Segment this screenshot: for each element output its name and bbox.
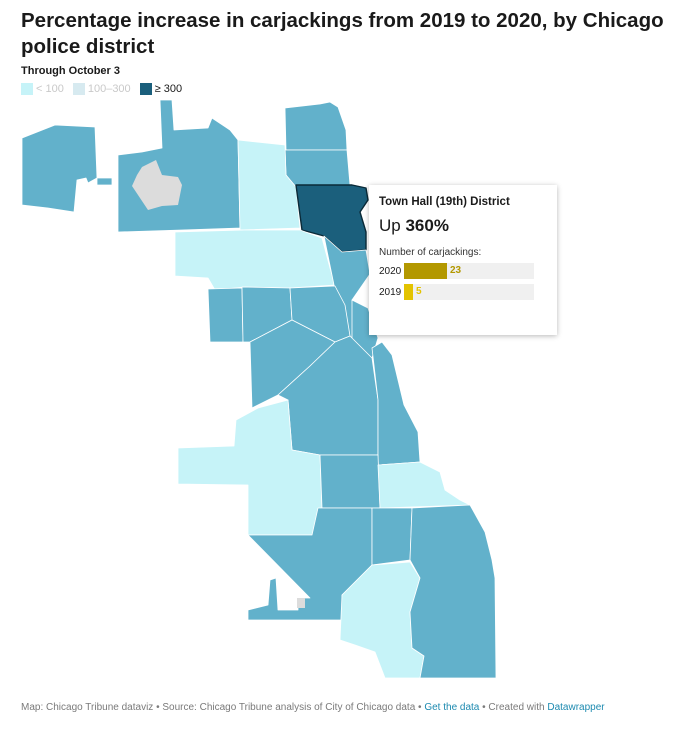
district-tooltip: Town Hall (19th) District Up 360% Number… — [369, 185, 557, 335]
legend-label-high: ≥ 300 — [154, 83, 183, 95]
legend-item-mid[interactable]: 100–300 — [72, 83, 131, 95]
no-data-block — [297, 598, 305, 608]
legend-swatch-low — [21, 83, 33, 95]
district-15th[interactable] — [207, 287, 244, 343]
district-ohare[interactable] — [21, 124, 98, 213]
tooltip-value-2019: 5 — [416, 286, 422, 297]
tooltip-row-2020: 2020 23 — [379, 263, 546, 279]
tooltip-bar-2020 — [404, 263, 447, 279]
district-3rd[interactable] — [377, 461, 471, 509]
tooltip-district-name: Town Hall (19th) District — [379, 196, 510, 208]
tooltip-year-2019: 2019 — [379, 286, 402, 298]
footer-created: • Created with — [479, 702, 548, 713]
tooltip-year-2020: 2020 — [379, 265, 402, 277]
tooltip-change-value: 360% — [405, 216, 449, 235]
tooltip-change-prefix: Up — [379, 216, 401, 235]
legend-swatch-high — [139, 83, 152, 95]
legend-item-high[interactable]: ≥ 300 — [139, 83, 183, 95]
district-6th[interactable] — [371, 507, 413, 566]
district-16th[interactable] — [117, 99, 241, 233]
district-2nd[interactable] — [371, 341, 421, 466]
legend-item-low[interactable]: < 100 — [21, 83, 64, 95]
tooltip-bar-2019 — [404, 284, 413, 300]
district-4th[interactable] — [409, 504, 497, 679]
legend-swatch-mid — [72, 83, 85, 95]
legend-label-low: < 100 — [36, 83, 64, 95]
legend-label-mid: 100–300 — [87, 83, 131, 95]
footer-source: Map: Chicago Tribune dataviz • Source: C… — [21, 702, 425, 713]
tooltip-value-2020: 23 — [450, 265, 462, 276]
chart-title: Percentage increase in carjackings from … — [21, 9, 664, 58]
district-ohare-corridor[interactable] — [96, 177, 113, 186]
district-25th[interactable] — [174, 229, 336, 291]
district-map — [21, 99, 497, 679]
district-19th-highlighted[interactable] — [295, 184, 369, 253]
footer-credit: Map: Chicago Tribune dataviz • Source: C… — [21, 702, 605, 713]
datawrapper-link[interactable]: Datawrapper — [547, 702, 605, 713]
tooltip-bars-label: Number of carjackings: — [379, 247, 482, 258]
district-24th[interactable] — [284, 101, 348, 151]
color-legend: < 100 100–300 ≥ 300 — [21, 83, 191, 95]
tooltip-bar-track-2020: 23 — [404, 263, 534, 279]
tooltip-row-2019: 2019 5 — [379, 284, 546, 300]
tooltip-bar-track-2019: 5 — [404, 284, 534, 300]
no-data-area — [132, 160, 182, 210]
get-data-link[interactable]: Get the data — [424, 702, 480, 713]
chart-subtitle: Through October 3 — [21, 65, 120, 77]
district-20th[interactable] — [284, 149, 351, 188]
tooltip-change: Up 360% — [379, 216, 546, 236]
district-7th[interactable] — [319, 454, 381, 509]
